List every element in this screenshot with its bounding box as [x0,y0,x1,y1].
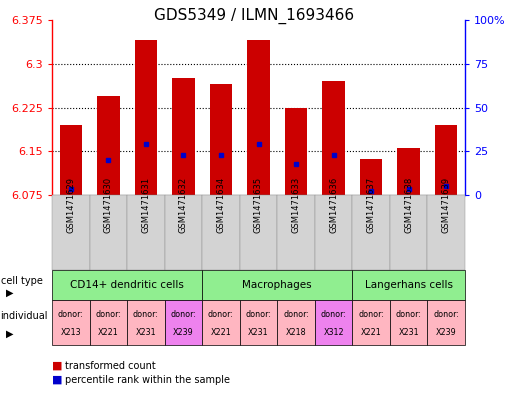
Text: CD14+ dendritic cells: CD14+ dendritic cells [70,280,184,290]
Text: GSM1471637: GSM1471637 [366,176,376,233]
Bar [134,40,157,195]
Bar [435,125,458,195]
Text: cell type: cell type [1,275,42,285]
Text: X239: X239 [436,328,457,337]
Text: X231: X231 [399,328,419,337]
Text: donor:: donor: [433,310,459,319]
Text: ▶: ▶ [6,329,13,339]
Text: donor:: donor: [133,310,159,319]
Text: GDS5349 / ILMN_1693466: GDS5349 / ILMN_1693466 [154,8,355,24]
Bar [285,108,307,195]
Text: GSM1471634: GSM1471634 [216,176,225,233]
Text: GSM1471630: GSM1471630 [104,176,113,233]
Text: X312: X312 [323,328,344,337]
Text: GSM1471631: GSM1471631 [142,176,150,233]
Text: percentile rank within the sample: percentile rank within the sample [65,375,230,385]
Text: donor:: donor: [58,310,84,319]
Text: X221: X221 [361,328,382,337]
Bar [398,148,420,195]
Text: X239: X239 [173,328,194,337]
Bar [172,78,194,195]
Text: GSM1471639: GSM1471639 [442,176,451,233]
Bar [97,96,120,195]
Text: donor:: donor: [358,310,384,319]
Text: X218: X218 [286,328,306,337]
Text: individual: individual [1,311,48,321]
Text: transformed count: transformed count [65,361,155,371]
Text: GSM1471636: GSM1471636 [329,176,338,233]
Text: donor:: donor: [283,310,309,319]
Text: X231: X231 [248,328,269,337]
Text: Langerhans cells: Langerhans cells [364,280,453,290]
Text: GSM1471638: GSM1471638 [404,176,413,233]
Text: donor:: donor: [245,310,271,319]
Text: donor:: donor: [171,310,196,319]
Text: X213: X213 [61,328,81,337]
Text: X231: X231 [135,328,156,337]
Text: donor:: donor: [95,310,121,319]
Text: X221: X221 [211,328,231,337]
Bar [360,159,382,195]
Bar [322,81,345,195]
Text: X221: X221 [98,328,119,337]
Text: donor:: donor: [395,310,421,319]
Text: GSM1471632: GSM1471632 [179,176,188,233]
Bar [247,40,270,195]
Text: Macrophages: Macrophages [242,280,312,290]
Text: GSM1471635: GSM1471635 [254,176,263,233]
Text: GSM1471629: GSM1471629 [66,176,75,233]
Text: GSM1471633: GSM1471633 [292,176,300,233]
Text: ■: ■ [52,375,63,385]
Bar [60,125,82,195]
Text: donor:: donor: [321,310,347,319]
Text: ■: ■ [52,361,63,371]
Text: ▶: ▶ [6,288,13,298]
Bar [210,84,232,195]
Text: donor:: donor: [208,310,234,319]
